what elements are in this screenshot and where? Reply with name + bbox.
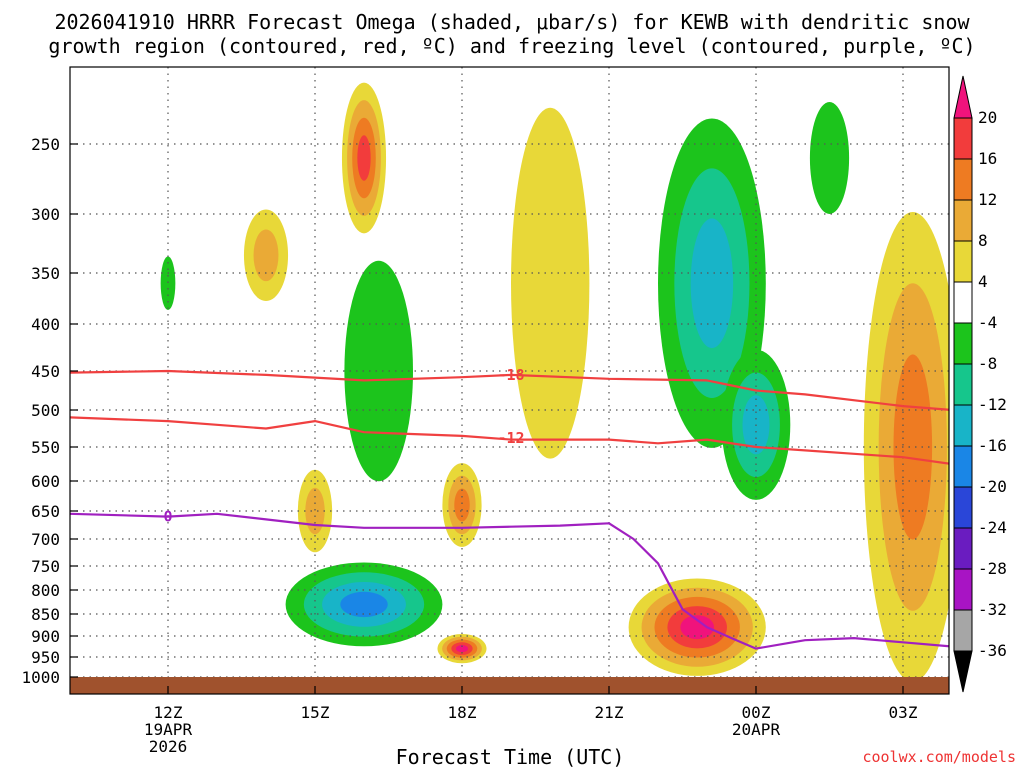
x-tick-year-12Z: 2026 [149,737,188,756]
y-tick-label-1000: 1000 [21,668,60,687]
omega-pos-15z-650-level-1 [305,487,325,535]
credit-text: coolwx.com/models [862,748,1016,766]
colorbar-label--24: -24 [978,518,1007,537]
x-tick-date-12Z: 19APR [144,720,193,739]
colorbar-segment-0 [953,117,973,160]
omega-pos-upper-250-level-3 [357,135,371,181]
contour-label-dendritic-12: -12 [497,429,524,447]
colorbar-label--12: -12 [978,395,1007,414]
colorbar-segment-1 [953,158,973,201]
colorbar-label-12: 12 [978,190,997,209]
x-tick-label-03Z: 03Z [889,703,918,722]
colorbar-label-4: 4 [978,272,988,291]
omega-pos-14z-330-level-1 [253,229,279,282]
gridlines [70,67,949,694]
y-tick-label-450: 450 [31,362,60,381]
omega-pos-18z-650-level-2 [454,488,470,522]
colorbar-top-arrow [953,75,973,119]
omega-neg-16z-850-level-3 [340,591,388,618]
y-tick-label-600: 600 [31,472,60,491]
colorbar-segment-3 [953,240,973,283]
contour-freezing-0 [70,512,949,650]
colorbar-segment-10 [953,527,973,570]
colorbar-segment-7 [953,404,973,447]
omega-pos-03z-col-level-2 [893,354,933,540]
x-tick-date-00Z: 20APR [732,720,781,739]
omega-neg-12z-360-level-0 [160,256,176,310]
colorbar-label--20: -20 [978,477,1007,496]
x-tick-label-21Z: 21Z [595,703,624,722]
colorbar-label--32: -32 [978,600,1007,619]
y-tick-label-750: 750 [31,557,60,576]
colorbar-label-20: 20 [978,108,997,127]
y-tick-label-650: 650 [31,502,60,521]
colorbar-segment-9 [953,486,973,529]
contour-label-dendritic-18: -18 [497,366,524,384]
y-tick-label-700: 700 [31,530,60,549]
x-tick-label-15Z: 15Z [301,703,330,722]
omega-neg-01z-260-level-0 [809,102,850,214]
chart-title-line2: growth region (contoured, red, ºC) and f… [48,34,975,58]
y-tick-label-950: 950 [31,648,60,667]
y-tick-label-550: 550 [31,438,60,457]
colorbar-segment-12 [953,609,973,652]
colorbar-segment-5 [953,322,973,365]
y-tick-label-350: 350 [31,264,60,283]
contour-dendritic-18 [70,369,949,411]
contour-label-freezing-0: 0 [163,508,172,526]
colorbar-bottom-arrow [953,650,973,693]
contour-lines: -18 -12 0 [70,366,949,650]
colorbar-segment-6 [953,363,973,406]
colorbar-legend: 20 16 12 8 4 -4 -8 -12 -16 -20 -24 -28 -32 -36 [953,75,1007,693]
colorbar-label-8: 8 [978,231,988,250]
plot-area: -18 -12 0 [70,67,949,694]
omega-neg-22z-450-level-2 [690,218,734,349]
y-tick-label-250: 250 [31,135,60,154]
y-tick-label-500: 500 [31,401,60,420]
colorbar-segment-11 [953,568,973,611]
omega-pos-core-2350-level-4 [680,615,715,640]
x-axis-label: Forecast Time (UTC) [396,745,625,768]
y-tick-label-800: 800 [31,581,60,600]
colorbar-segment-8 [953,445,973,488]
contour-dendritic-12 [70,416,949,465]
x-tick-label-00Z: 00Z [742,703,771,722]
colorbar-label--36: -36 [978,641,1007,660]
x-tick-label-12Z: 12Z [154,703,183,722]
omega-pos-18z-950-level-4 [455,645,469,653]
omega-shading [160,82,949,682]
chart-title-line1: 2026041910 HRRR Forecast Omega (shaded, … [54,10,970,34]
colorbar-label-16: 16 [978,149,997,168]
y-tick-label-900: 900 [31,627,60,646]
omega-pos-20z-plume-level-0 [511,107,590,459]
colorbar-label--8: -8 [978,354,997,373]
y-tick-label-850: 850 [31,605,60,624]
colorbar-label--16: -16 [978,436,1007,455]
colorbar-label--28: -28 [978,559,1007,578]
colorbar-segment-4 [953,281,973,324]
y-tick-label-300: 300 [31,205,60,224]
y-tick-label-400: 400 [31,315,60,334]
ground-surface [70,677,949,694]
plot-frame [69,66,950,695]
x-tick-label-18Z: 18Z [448,703,477,722]
colorbar-segment-2 [953,199,973,242]
omega-neg-16z-450-level-0 [344,260,414,482]
colorbar-label--4: -4 [978,313,997,332]
y-axis: 250 300 350 400 450 500 550 600 650 700 750 800 850 9… [21,135,78,687]
